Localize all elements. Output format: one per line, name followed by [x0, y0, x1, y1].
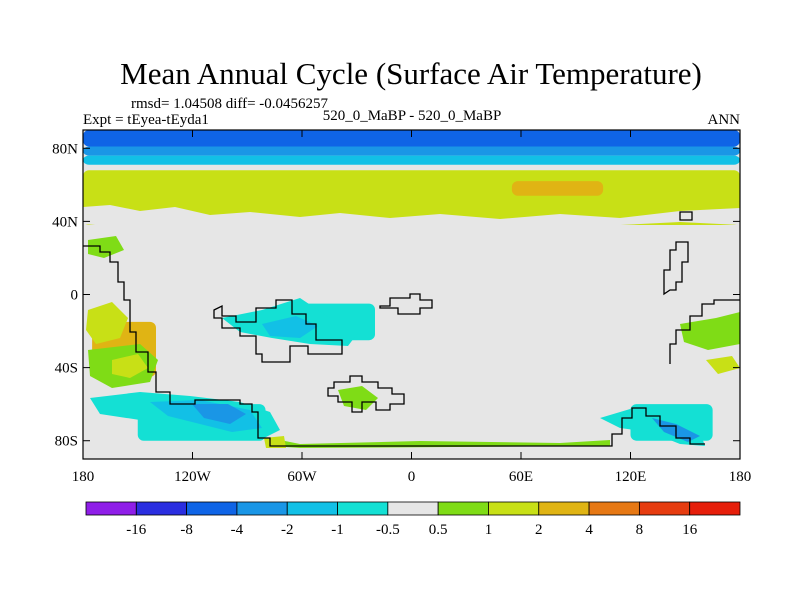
y-tick-label: 80N — [52, 141, 78, 157]
colorbar-label: -8 — [180, 522, 193, 538]
x-tick-label: 120E — [615, 469, 647, 485]
colorbar-label: 0.5 — [429, 522, 448, 538]
colorbar-swatch — [437, 501, 489, 516]
y-tick-label: 40S — [55, 361, 78, 377]
coastline-north-island — [379, 293, 433, 315]
colorbar-label: 4 — [585, 522, 593, 538]
colorbar-swatch — [85, 501, 137, 516]
stats-text: rmsd= 1.04508 diff= -0.0456257 — [131, 96, 329, 112]
colorbar-swatch — [135, 501, 188, 516]
tropical-cool-core — [262, 316, 318, 338]
experiment-label: Expt = tEyea-tEyda1 — [83, 112, 209, 128]
run-label: 520_0_MaBP - 520_0_MaBP — [323, 108, 502, 124]
south-yellow-blob — [112, 354, 148, 378]
colorbar-swatch — [689, 501, 741, 516]
x-tick-label: 60W — [287, 469, 317, 485]
colorbar-swatch — [337, 501, 389, 516]
colorbar-swatch — [236, 501, 288, 516]
colorbar-swatch — [286, 501, 338, 516]
colorbar-swatch — [488, 501, 540, 516]
x-tick-label: 180 — [729, 469, 752, 485]
pacific-warm-blob — [86, 302, 128, 344]
colorbar-swatch — [538, 501, 590, 516]
colorbar-label: -0.5 — [376, 522, 400, 538]
x-tick-label: 60E — [509, 469, 533, 485]
east-green-patch — [680, 312, 740, 350]
mid-green-patch — [338, 386, 378, 410]
y-tick-label: 80S — [55, 434, 78, 450]
coastline-northeast — [679, 211, 693, 221]
colorbar-label: 2 — [535, 522, 543, 538]
colorbar-label: 16 — [682, 522, 698, 538]
west-green-patch — [88, 236, 124, 258]
region-arctic-mild-cooling — [83, 155, 740, 165]
region-arctic-strong-cooling — [83, 130, 740, 147]
chart-title: Mean Annual Cycle (Surface Air Temperatu… — [120, 56, 702, 91]
coastline-east-coast — [669, 299, 740, 364]
colorbar-label: 1 — [485, 522, 493, 538]
coastline-west — [83, 245, 705, 447]
coastline-south-island — [327, 375, 405, 413]
colorbar-label: -2 — [281, 522, 294, 538]
season-label: ANN — [708, 112, 741, 128]
colorbar-swatch — [588, 501, 640, 516]
region-arctic-cooling — [83, 146, 740, 156]
map-plot — [82, 129, 741, 460]
region-nh-midlat-peak-warming — [511, 181, 604, 196]
x-tick-label: 0 — [408, 469, 416, 485]
colorbar-label: -16 — [126, 522, 146, 538]
y-tick-label: 0 — [71, 288, 79, 304]
east-warm-patch — [706, 356, 740, 374]
coastline-gondwana-island — [213, 299, 343, 363]
colorbar-label: -4 — [231, 522, 244, 538]
colorbar-swatch — [186, 501, 238, 516]
x-tick-label: 180 — [72, 469, 95, 485]
colorbar-label: -1 — [331, 522, 344, 538]
x-tick-label: 120W — [174, 469, 212, 485]
colorbar-swatch — [638, 501, 691, 516]
colorbar-label: 8 — [636, 522, 644, 538]
y-tick-label: 40N — [52, 214, 78, 230]
colorbar-swatch — [387, 501, 439, 516]
nh-warming-notch — [83, 205, 740, 229]
coastline-east — [663, 241, 689, 296]
southern-cool-deep — [192, 404, 246, 424]
